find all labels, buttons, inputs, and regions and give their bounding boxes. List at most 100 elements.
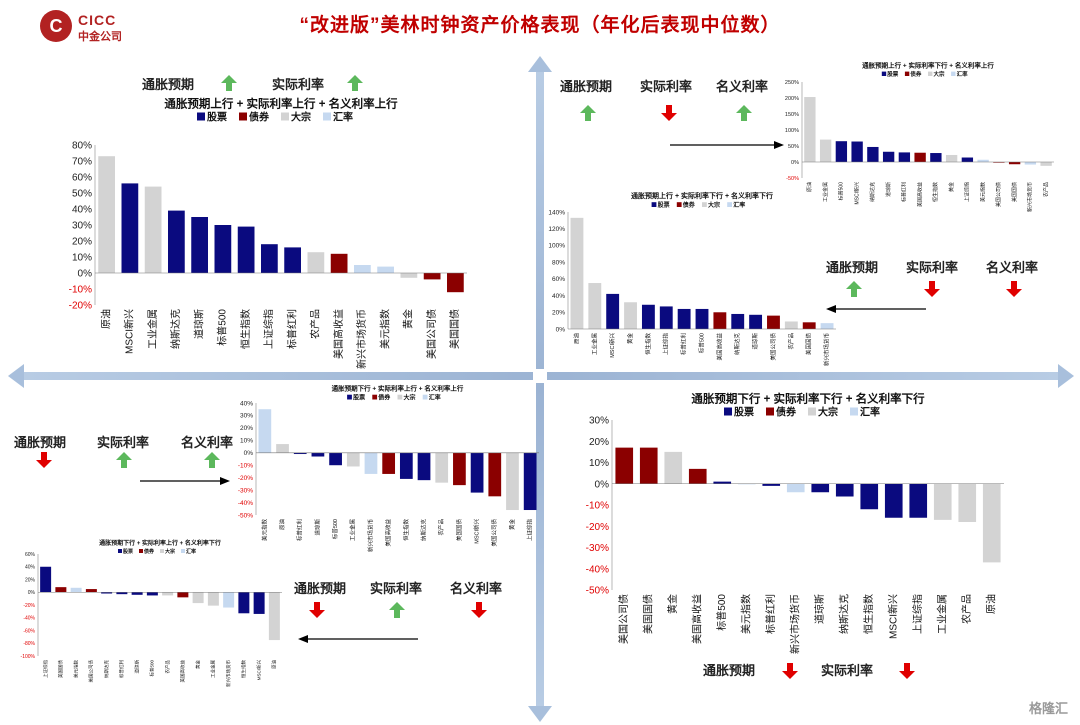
legend-swatch-bond xyxy=(766,407,774,416)
q2b-realrate-label: 实际利率 xyxy=(906,260,959,275)
q2a-inflation-label: 通胀预期 xyxy=(560,79,613,94)
legend-label-fx: 汇率 xyxy=(957,70,969,78)
bar-美国公司债 xyxy=(615,447,634,484)
x-category-label: 标普红利 xyxy=(901,182,908,202)
x-category-label: 标普红利 xyxy=(285,309,298,349)
bar-美国国债 xyxy=(55,587,67,593)
bar-农产品 xyxy=(162,592,174,596)
y-tick-label: 0% xyxy=(28,590,36,596)
bar-MSCI新兴 xyxy=(121,183,139,273)
q2a-nominalrate-up-icon xyxy=(736,105,752,126)
x-category-label: 新兴市场货币 xyxy=(788,594,801,654)
bar-道琼斯 xyxy=(882,151,895,162)
bar-标普500 xyxy=(713,481,732,484)
x-category-label: 标普500 xyxy=(331,519,339,539)
y-tick-label: 20% xyxy=(589,437,609,448)
bar-美国高收益 xyxy=(914,152,926,162)
watermark-text: 格隆汇 xyxy=(1028,701,1068,716)
bar-工业金属 xyxy=(819,139,832,162)
legend-swatch-fx xyxy=(323,112,331,121)
bar-新兴市场货币 xyxy=(1024,162,1037,165)
y-tick-label: 60% xyxy=(25,552,36,558)
y-tick-label: 0% xyxy=(78,269,93,280)
x-category-label: 新兴市场货币 xyxy=(225,660,232,687)
x-category-label: 美国国债 xyxy=(455,519,463,542)
q4-inflation-label: 通胀预期 xyxy=(703,663,756,678)
x-category-label: 恒生指数 xyxy=(932,182,939,202)
y-tick-label: 50% xyxy=(788,144,799,150)
bar-美国高收益 xyxy=(177,592,189,598)
legend-swatch-commodity xyxy=(928,71,933,76)
legend-swatch-equity xyxy=(347,394,352,400)
bar-标普红利 xyxy=(677,308,691,329)
x-category-label: 上证综指 xyxy=(526,519,534,542)
legend-swatch-bond xyxy=(904,71,910,76)
x-category-label: 美元指数 xyxy=(72,660,79,678)
bar-原油 xyxy=(804,97,816,162)
bar-农产品 xyxy=(435,452,449,483)
x-category-label: 黄金 xyxy=(666,594,679,614)
bar-美国高收益 xyxy=(382,452,396,474)
bar-美国国债 xyxy=(639,447,658,484)
bar-标普500 xyxy=(146,592,158,596)
bar-原油 xyxy=(98,156,115,273)
bar-标普红利 xyxy=(116,592,128,595)
logo-cn-text: 中金公司 xyxy=(78,31,122,43)
x-category-label: 黄金 xyxy=(626,333,634,345)
x-category-label: 恒生指数 xyxy=(862,594,875,634)
legend-label-equity: 股票 xyxy=(353,394,365,402)
bar-MSCI新兴 xyxy=(851,141,863,162)
x-category-label: 美国公司债 xyxy=(769,333,777,361)
legend-label-bond: 债券 xyxy=(378,394,391,402)
x-category-label: 美国国债 xyxy=(448,309,461,349)
bar-纳斯达克 xyxy=(731,313,745,329)
x-category-label: 道琼斯 xyxy=(751,333,759,350)
bar-美国公司债 xyxy=(85,589,97,593)
bar-美国高收益 xyxy=(688,468,707,484)
left-arrowhead xyxy=(8,364,24,388)
bar-工业金属 xyxy=(933,483,952,520)
chart-title: 通胀预期下行 + 实际利率上行 + 名义利率上行 xyxy=(332,384,464,393)
x-category-label: 原油 xyxy=(271,660,278,669)
x-category-label: 原油 xyxy=(278,519,286,531)
legend-swatch-equity xyxy=(197,112,205,121)
bar-美国国债 xyxy=(447,273,464,293)
y-tick-label: 140% xyxy=(548,209,565,216)
bar-上证综指 xyxy=(961,157,974,162)
x-category-label: 农产品 xyxy=(1042,182,1049,197)
y-tick-label: -50% xyxy=(786,176,799,182)
bar-上证综指 xyxy=(523,452,537,511)
x-category-label: 黄金 xyxy=(508,519,516,531)
bar-标普500 xyxy=(214,225,232,273)
legend-label-fx: 汇率 xyxy=(733,201,745,209)
legend-label-equity: 股票 xyxy=(207,112,227,124)
bar-新兴市场货币 xyxy=(223,592,235,608)
y-tick-label: 20% xyxy=(552,310,565,317)
bar-黄金 xyxy=(945,154,958,162)
x-category-label: 农产品 xyxy=(437,519,445,536)
q3a-realrate-up-icon xyxy=(116,452,132,473)
legend-swatch-equity xyxy=(118,549,122,553)
bar-美元指数 xyxy=(258,409,272,453)
bar-恒生指数 xyxy=(237,226,255,273)
y-tick-label: -50% xyxy=(238,512,253,519)
legend-swatch-commodity xyxy=(281,112,289,121)
y-tick-label: 30% xyxy=(72,221,92,232)
y-tick-label: -100% xyxy=(21,654,36,660)
y-tick-label: 30% xyxy=(240,413,253,420)
q3b-realrate-label: 实际利率 xyxy=(370,581,423,596)
bar-新兴市场货币 xyxy=(786,483,805,493)
x-category-label: 美国高收益 xyxy=(690,594,703,644)
legend-swatch-commodity xyxy=(160,549,164,553)
y-tick-label: -10% xyxy=(586,501,609,512)
legend-label-commodity: 大宗 xyxy=(818,406,838,419)
y-tick-label: 20% xyxy=(72,237,92,248)
x-category-label: 原油 xyxy=(572,333,580,345)
bar-道琼斯 xyxy=(311,452,325,457)
legend-label-equity: 股票 xyxy=(123,548,133,555)
x-category-label: 美国国债 xyxy=(1011,182,1018,202)
